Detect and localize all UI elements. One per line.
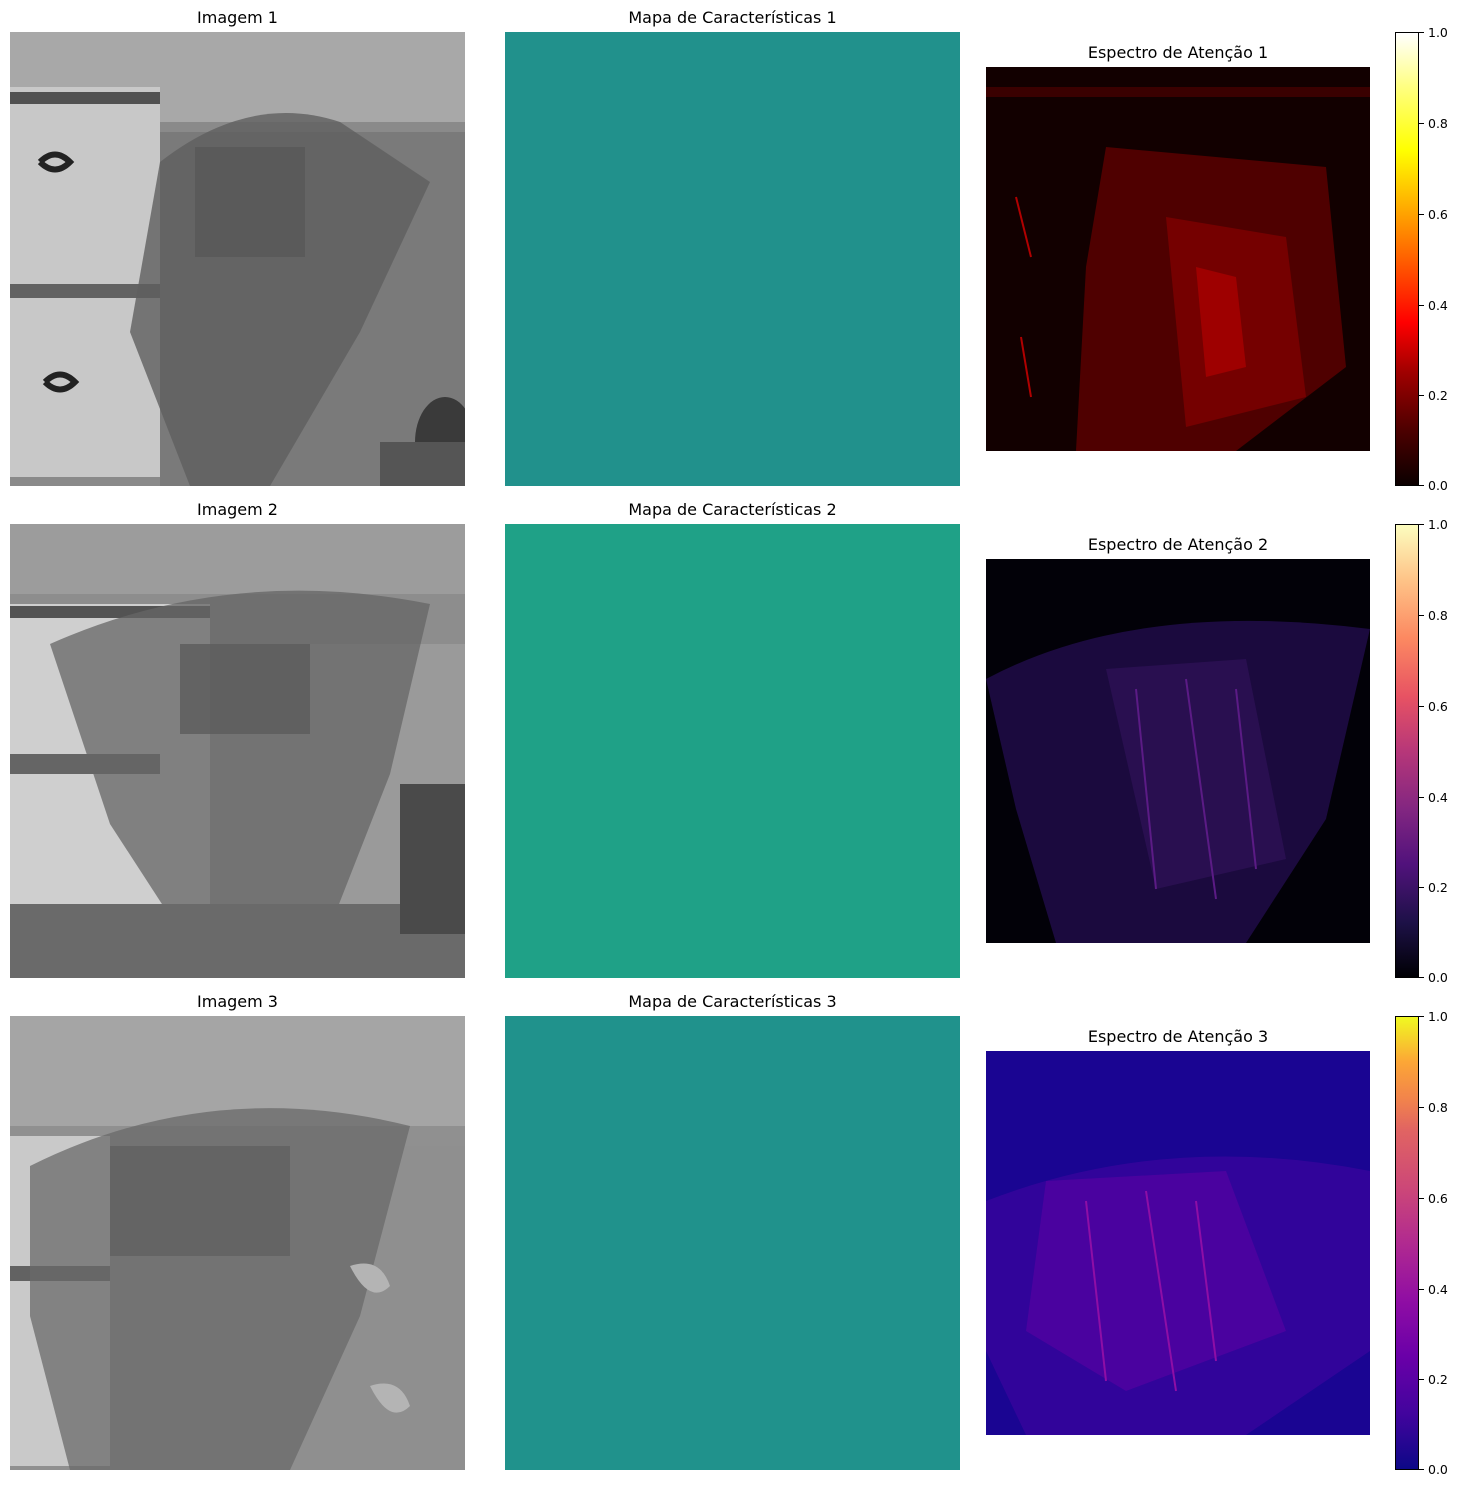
attention-map-3-drawing <box>986 1051 1370 1435</box>
colorbar-2 <box>1395 524 1419 978</box>
image-title-3: Imagem 3 <box>197 992 278 1011</box>
colorbar-3-tick: 0.2 <box>1428 1372 1448 1387</box>
colorbar-3-tick: 0.0 <box>1428 1462 1448 1477</box>
grayscale-image-1 <box>10 32 465 486</box>
attention-map-3 <box>986 1051 1370 1435</box>
attention-title-3: Espectro de Atenção 3 <box>1087 1027 1269 1046</box>
colorbar-1-tick: 0.6 <box>1428 207 1448 222</box>
colorbar-1-tick: 0.8 <box>1428 116 1448 131</box>
colorbar-1-tick: 0.0 <box>1428 478 1448 493</box>
feature-map-title-3: Mapa de Características 3 <box>628 992 837 1011</box>
colorbar-1-tick: 1.0 <box>1428 25 1448 40</box>
colorbar-2-tick: 0.8 <box>1428 608 1448 623</box>
feature-map-3 <box>505 1016 960 1470</box>
feature-map-2 <box>505 524 960 978</box>
colorbar-3-tick: 0.8 <box>1428 1100 1448 1115</box>
attention-map-2-drawing <box>986 559 1370 943</box>
attention-title-1: Espectro de Atenção 1 <box>1087 43 1269 62</box>
colorbar-1 <box>1395 32 1419 486</box>
grayscale-image-2-drawing <box>10 524 465 978</box>
attention-map-1-drawing <box>986 67 1370 451</box>
image-title-1: Imagem 1 <box>197 8 278 27</box>
colorbar-3-tick: 1.0 <box>1428 1009 1448 1024</box>
colorbar-3-tick: 0.6 <box>1428 1191 1448 1206</box>
colorbar-2-tick: 1.0 <box>1428 517 1448 532</box>
grayscale-image-3-drawing <box>10 1016 465 1470</box>
image-title-2: Imagem 2 <box>197 500 278 519</box>
feature-map-title-2: Mapa de Características 2 <box>628 500 837 519</box>
colorbar-2-tick: 0.2 <box>1428 880 1448 895</box>
colorbar-2-tick: 0.4 <box>1428 790 1448 805</box>
feature-map-title-1: Mapa de Características 1 <box>628 8 837 27</box>
grayscale-image-1-drawing <box>10 32 465 486</box>
attention-map-1 <box>986 67 1370 451</box>
attention-map-2 <box>986 559 1370 943</box>
colorbar-2-tick: 0.6 <box>1428 699 1448 714</box>
colorbar-1-tick: 0.2 <box>1428 388 1448 403</box>
grayscale-image-2 <box>10 524 465 978</box>
colorbar-3-tick: 0.4 <box>1428 1282 1448 1297</box>
colorbar-3 <box>1395 1016 1419 1470</box>
colorbar-2-tick: 0.0 <box>1428 970 1448 985</box>
attention-title-2: Espectro de Atenção 2 <box>1087 535 1269 554</box>
feature-map-1 <box>505 32 960 486</box>
grayscale-image-3 <box>10 1016 465 1470</box>
colorbar-1-tick: 0.4 <box>1428 298 1448 313</box>
